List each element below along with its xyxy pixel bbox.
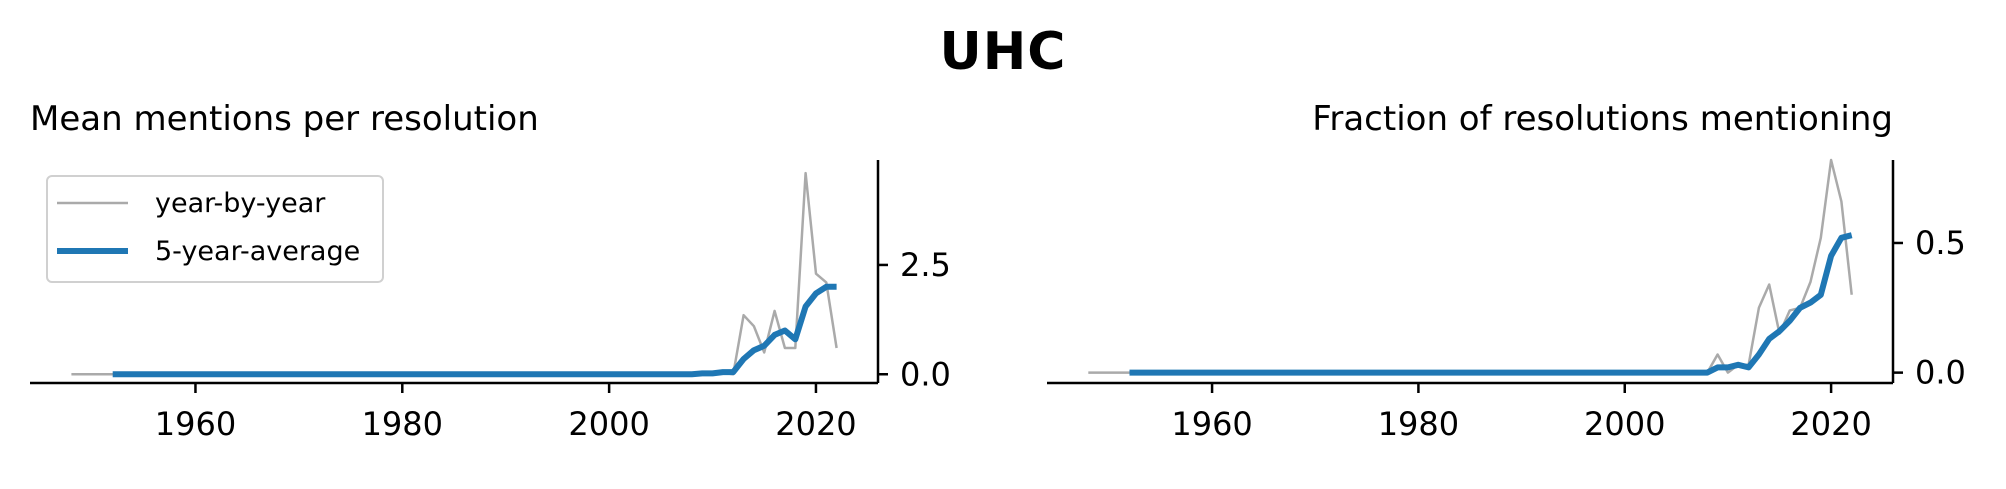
x-tick-label: 1980: [362, 405, 443, 443]
legend-label: year-by-year: [155, 188, 326, 219]
panel-1: Mean mentions per resolution 1960 1980 2000…: [30, 99, 951, 443]
series-line-yearly: [1088, 158, 1853, 374]
y-tick-label: 0.0: [1915, 354, 1966, 392]
y-tick-label: 0.5: [1915, 224, 1966, 262]
panel-2: Fraction of resolutions mentioning 1960 19…: [1047, 99, 1966, 443]
x-tick-label: 2000: [568, 405, 649, 443]
y-tick-label: 0.0: [900, 355, 951, 393]
series-line-average: [1129, 232, 1853, 376]
x-tick-label: 2000: [1584, 405, 1665, 443]
x-tick-label: 1960: [155, 405, 236, 443]
figure-title: UHC: [939, 22, 1067, 82]
panel-title: Mean mentions per resolution: [30, 99, 539, 139]
series-line-average: [112, 283, 837, 378]
x-tick-label: 1960: [1171, 405, 1252, 443]
legend-frame: [46, 175, 384, 283]
panel-title: Fraction of resolutions mentioning: [1312, 99, 1893, 139]
x-tick-label: 1980: [1378, 405, 1459, 443]
legend: year-by-year 5-year-average: [46, 175, 384, 283]
y-tick-label: 2.5: [900, 246, 951, 284]
legend-label: 5-year-average: [155, 236, 360, 267]
x-tick-label: 2020: [1790, 405, 1871, 443]
x-tick-label: 2020: [775, 405, 856, 443]
